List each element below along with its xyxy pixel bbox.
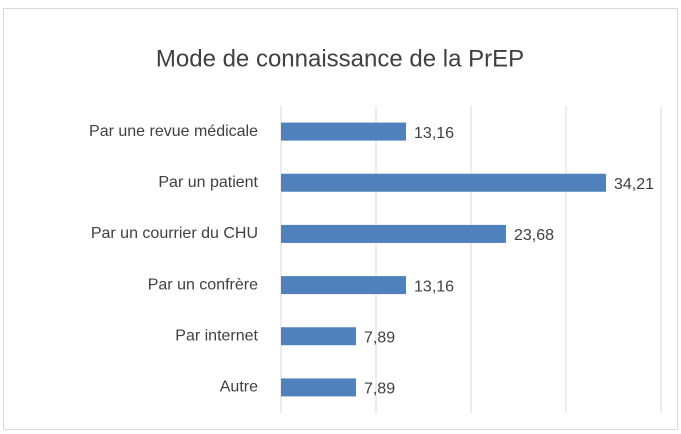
bar xyxy=(281,327,356,346)
y-tick-label: Par un confrère xyxy=(148,276,258,293)
y-tick-label: Par un courrier du CHU xyxy=(91,225,258,242)
y-tick-label: Par un patient xyxy=(158,174,258,191)
y-tick-label: Par une revue médicale xyxy=(89,123,258,140)
bar xyxy=(281,122,407,141)
data-label: 13,16 xyxy=(414,278,454,295)
data-label: 7,89 xyxy=(364,329,395,346)
chart-frame xyxy=(3,8,678,430)
data-label: 23,68 xyxy=(514,227,554,244)
chart-title: Mode de connaissance de la PrEP xyxy=(156,45,524,72)
y-tick-label: Autre xyxy=(220,379,258,396)
data-label: 34,21 xyxy=(614,176,654,193)
data-label: 13,16 xyxy=(414,125,454,142)
bar xyxy=(281,276,407,295)
data-label: 7,89 xyxy=(364,381,395,398)
bar xyxy=(281,224,506,243)
bar xyxy=(281,378,356,397)
bar xyxy=(281,173,606,192)
y-tick-label: Par internet xyxy=(175,327,258,344)
